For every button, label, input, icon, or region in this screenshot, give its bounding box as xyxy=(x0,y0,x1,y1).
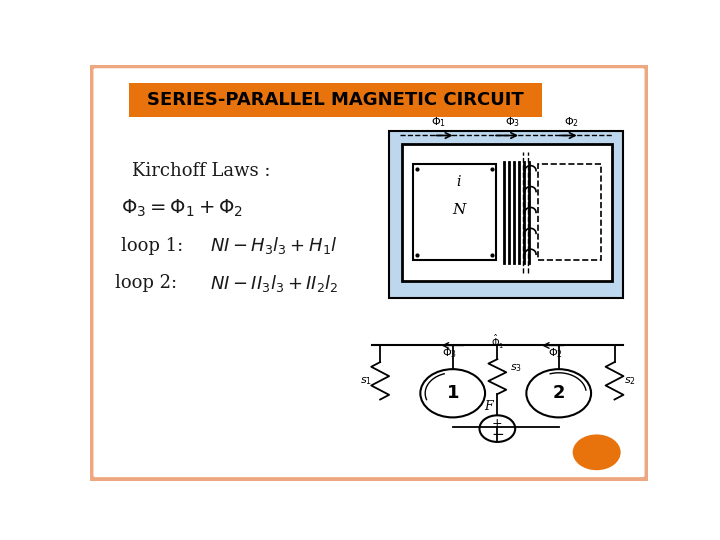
Circle shape xyxy=(572,435,621,470)
Text: $s_1$: $s_1$ xyxy=(360,375,372,387)
Text: +: + xyxy=(492,417,503,430)
Text: Kirchoff Laws :: Kirchoff Laws : xyxy=(132,162,270,180)
Text: loop 1:: loop 1: xyxy=(121,237,183,255)
Text: $\Phi_2$: $\Phi_2$ xyxy=(564,115,579,129)
Text: $NI - H_3 l_3 + H_1 l$: $NI - H_3 l_3 + H_1 l$ xyxy=(210,235,338,256)
Text: N: N xyxy=(452,202,466,217)
Text: $s_3$: $s_3$ xyxy=(510,362,522,374)
Text: loop 2:: loop 2: xyxy=(115,274,177,292)
Bar xyxy=(129,83,542,117)
Text: $\hat{\Phi}_1$: $\hat{\Phi}_1$ xyxy=(490,333,504,352)
Text: $\Phi_3 = \Phi_1 + \Phi_2$: $\Phi_3 = \Phi_1 + \Phi_2$ xyxy=(121,198,243,219)
Text: 2: 2 xyxy=(552,384,565,402)
Text: $\Phi_3$: $\Phi_3$ xyxy=(442,346,457,360)
Text: $\Phi_1$: $\Phi_1$ xyxy=(431,115,446,129)
Text: F: F xyxy=(484,400,492,413)
Bar xyxy=(539,164,601,260)
Text: SERIES-PARALLEL MAGNETIC CIRCUIT: SERIES-PARALLEL MAGNETIC CIRCUIT xyxy=(147,91,524,109)
Text: i: i xyxy=(456,175,462,189)
Bar xyxy=(389,131,623,298)
FancyBboxPatch shape xyxy=(90,65,648,481)
Bar xyxy=(413,164,496,260)
Text: $\Phi_3$: $\Phi_3$ xyxy=(505,115,520,129)
Text: $s_2$: $s_2$ xyxy=(624,375,636,387)
Text: $\Phi_2$: $\Phi_2$ xyxy=(549,346,564,360)
Bar xyxy=(402,144,612,281)
Text: $NI - II_3 l_3 + II_2 l_2$: $NI - II_3 l_3 + II_2 l_2$ xyxy=(210,273,338,294)
Text: −: − xyxy=(491,427,504,442)
Text: 1: 1 xyxy=(446,384,459,402)
